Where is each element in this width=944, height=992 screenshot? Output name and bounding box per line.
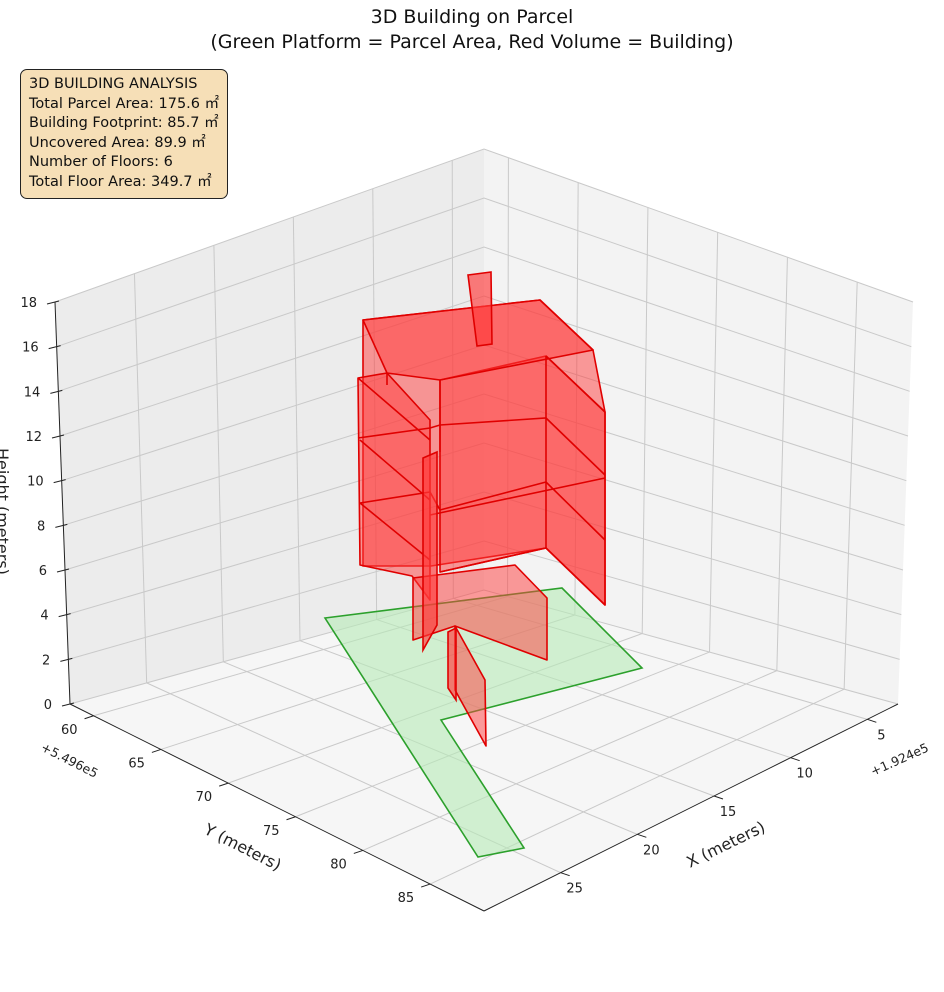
chart-subtitle: (Green Platform = Parcel Area, Red Volum… [210, 31, 734, 53]
chart-title: 3D Building on Parcel [370, 6, 574, 28]
y-axis-line [69, 703, 485, 912]
z-tick-label: 16 [22, 341, 39, 356]
x-tick-label: 15 [720, 805, 737, 820]
z-tick-label: 10 [27, 475, 44, 490]
y-offset-label: +5.496e5 [39, 739, 101, 780]
x-gridline-wall [133, 273, 148, 683]
building-floor-edge [359, 481, 606, 541]
z-tick [56, 568, 70, 573]
y-tick [353, 849, 363, 854]
y-tick-label: 85 [398, 891, 415, 906]
y-tick [420, 883, 431, 888]
building-floor-edge [359, 502, 431, 561]
z-tick [46, 300, 60, 305]
annotation-line: Total Floor Area: 349.7 ㎡ [29, 173, 212, 190]
z-tick-label: 14 [24, 385, 41, 400]
z-tick-label: 18 [20, 296, 37, 311]
x-tick [637, 833, 647, 838]
y-tick [151, 748, 162, 753]
x-tick-label: 10 [796, 767, 813, 782]
annotation-line: Uncovered Area: 89.9 ㎡ [29, 134, 206, 151]
y-gridline [295, 651, 710, 818]
y-gridline-wall [641, 207, 649, 634]
building-floor-edge [545, 355, 606, 413]
z-gridline [54, 148, 914, 303]
annotation-line: Building Footprint: 85.7 ㎡ [29, 115, 219, 132]
y-tick-label: 75 [263, 824, 280, 839]
z-tick-label: 6 [39, 564, 47, 579]
x-axis-label: X (meters) [683, 817, 768, 871]
x-tick [560, 872, 570, 877]
y-tick [286, 816, 296, 821]
x-offset-label: +1.924e5 [868, 740, 931, 779]
building-face [412, 564, 548, 661]
y-tick [84, 715, 94, 720]
z-tick-label: 12 [25, 430, 42, 445]
y-tick-label: 60 [61, 723, 78, 738]
x-tick-label: 20 [643, 843, 660, 858]
building-column [467, 271, 493, 347]
y-tick [219, 782, 229, 787]
x-tick [713, 795, 724, 800]
y-tick-label: 80 [330, 857, 347, 872]
building-floor-edge [429, 477, 606, 516]
building-floor-edge [359, 439, 431, 501]
x-axis-line [483, 703, 899, 912]
z-axis-line [54, 301, 71, 705]
y-tick-label: 70 [196, 790, 213, 805]
pane-floor [70, 590, 898, 911]
analysis-annotation-box: 3D BUILDING ANALYSIS Total Parcel Area: … [20, 69, 229, 199]
parcel-platform [323, 587, 644, 858]
building-face [357, 372, 431, 601]
building-floor-edge [357, 377, 431, 441]
z-tick [58, 613, 71, 618]
z-tick-label: 0 [44, 698, 52, 713]
x-tick [790, 757, 800, 762]
y-gridline [362, 670, 778, 851]
x-tick-label: 25 [566, 882, 583, 897]
annotation-heading: 3D BUILDING ANALYSIS [29, 76, 198, 92]
z-tick [50, 389, 63, 394]
z-gridline [56, 197, 912, 348]
y-gridline-wall [776, 257, 788, 671]
x-tick-label: 5 [877, 728, 885, 743]
x-gridline-wall [292, 216, 301, 641]
z-tick [51, 434, 65, 439]
z-tick [48, 345, 61, 350]
building-column [422, 450, 438, 654]
z-tick-label: 2 [42, 653, 50, 668]
z-tick [53, 479, 66, 484]
z-tick [60, 657, 73, 662]
z-tick [55, 523, 68, 528]
y-gridline-wall [709, 232, 719, 653]
z-tick [61, 702, 75, 707]
annotation-line: Total Parcel Area: 175.6 ㎡ [29, 95, 220, 112]
z-tick-label: 4 [40, 609, 48, 624]
annotation-line: Number of Floors: 6 [29, 154, 173, 171]
building-floor-edge [439, 547, 547, 573]
z-tick-label: 8 [37, 519, 45, 534]
x-tick [867, 718, 877, 723]
x-gridline-wall [213, 245, 224, 662]
y-tick-label: 65 [128, 756, 145, 771]
y-gridline-wall [843, 282, 858, 690]
z-axis-label: Height (meters) [0, 448, 12, 575]
z-gridline [58, 246, 910, 392]
building-column [447, 626, 457, 703]
